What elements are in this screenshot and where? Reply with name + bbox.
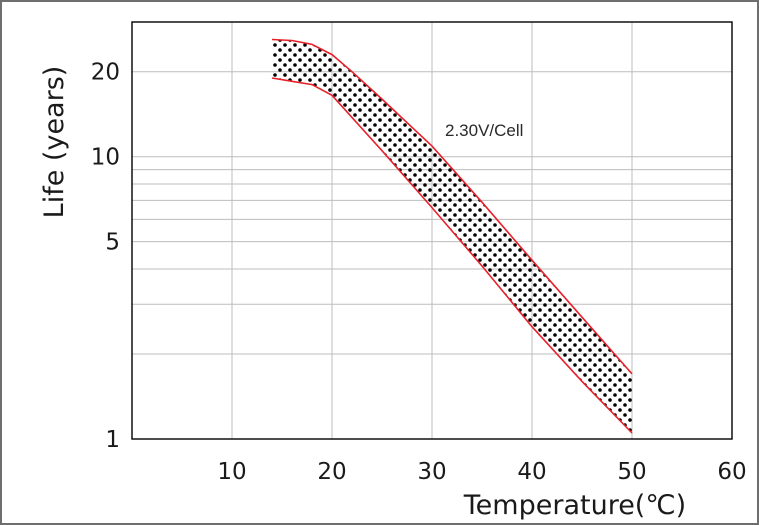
x-tick-label: 10 — [217, 459, 246, 485]
x-tick-label: 50 — [617, 459, 646, 485]
life-range-band — [272, 39, 632, 433]
plot-border — [131, 21, 733, 440]
x-axis-label: Temperature(℃) — [463, 490, 686, 521]
y-tick-label: 10 — [91, 145, 120, 171]
grid — [132, 22, 733, 439]
x-axis-ticks: 10 20 30 40 50 60 — [217, 459, 746, 485]
voltage-annotation: 2.30V/Cell — [445, 121, 523, 140]
y-axis-ticks: 1 5 10 20 — [91, 60, 120, 453]
y-tick-label: 1 — [105, 427, 120, 453]
x-tick-label: 60 — [717, 459, 746, 485]
series-line-upper — [271, 38, 633, 375]
y-tick-label: 20 — [91, 60, 120, 86]
y-tick-label: 5 — [105, 230, 120, 256]
x-tick-label: 40 — [517, 459, 546, 485]
x-tick-label: 20 — [317, 459, 346, 485]
x-tick-label: 30 — [417, 459, 446, 485]
series-line-lower — [271, 77, 633, 434]
y-axis-label: Life (years) — [39, 66, 70, 219]
